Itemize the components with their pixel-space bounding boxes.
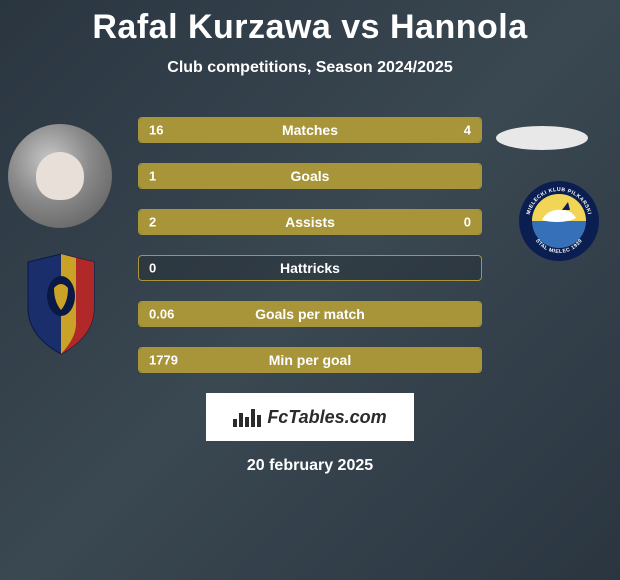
date-label: 20 february 2025 — [0, 457, 620, 475]
stat-bar: 0.06 Goals per match — [138, 301, 482, 327]
stat-bar: 1779 Min per goal — [138, 347, 482, 373]
club-circle-icon: MIELECKI KLUB PILKARSKI STAL MIELEC 1939 — [518, 180, 600, 262]
stat-label: Assists — [285, 214, 335, 230]
bar-left-fill — [139, 118, 413, 142]
stat-label: Hattricks — [280, 260, 340, 276]
subtitle: Club competitions, Season 2024/2025 — [0, 59, 620, 77]
player-left-photo — [8, 124, 112, 228]
stat-label: Matches — [282, 122, 338, 138]
stat-value-left: 1779 — [149, 353, 178, 368]
stat-label: Min per goal — [269, 352, 351, 368]
stat-value-left: 16 — [149, 123, 163, 138]
club-badge-left — [18, 252, 104, 356]
fctables-watermark: FcTables.com — [206, 393, 414, 441]
stat-value-right: 4 — [464, 123, 471, 138]
stat-value-left: 2 — [149, 215, 156, 230]
bar-chart-icon — [233, 407, 261, 427]
stat-bar: 1 Goals — [138, 163, 482, 189]
stat-bar: 16 4 Matches — [138, 117, 482, 143]
stat-value-left: 0 — [149, 261, 156, 276]
stat-label: Goals per match — [255, 306, 365, 322]
club-badge-right: MIELECKI KLUB PILKARSKI STAL MIELEC 1939 — [518, 180, 600, 262]
player-right-photo — [496, 126, 588, 150]
stat-label: Goals — [291, 168, 330, 184]
page-title: Rafal Kurzawa vs Hannola — [0, 8, 620, 47]
stat-value-left: 1 — [149, 169, 156, 184]
stat-value-right: 0 — [464, 215, 471, 230]
stat-bar: 2 0 Assists — [138, 209, 482, 235]
stat-bar: 0 Hattricks — [138, 255, 482, 281]
shield-icon — [18, 252, 104, 356]
stat-value-left: 0.06 — [149, 307, 174, 322]
fctables-label: FcTables.com — [267, 407, 386, 428]
